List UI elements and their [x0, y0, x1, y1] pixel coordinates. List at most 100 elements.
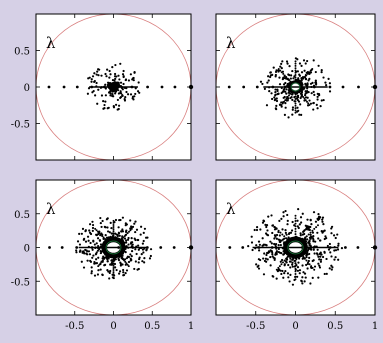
eigenvalue-point: [305, 74, 308, 77]
eigenvalue-point: [284, 209, 287, 213]
eigenvalue-point: [118, 78, 121, 81]
eigenvalue-point: [309, 82, 313, 85]
eigenvalue-point: [117, 226, 120, 229]
eigenvalue-point: [316, 95, 319, 98]
eigenvalue-point: [132, 98, 135, 101]
eigenvalue-point: [309, 69, 312, 72]
eigenvalue-point: [333, 258, 336, 261]
x-tick-label: 0.5: [327, 321, 343, 332]
eigenvalue-point: [305, 263, 308, 267]
eigenvalue-point: [242, 85, 246, 89]
eigenvalue-point: [286, 62, 289, 65]
eigenvalue-point: [112, 226, 115, 229]
eigenvalue-point: [108, 277, 111, 280]
eigenvalue-point: [277, 250, 280, 254]
eigenvalue-point: [336, 248, 340, 251]
eigenvalue-point: [272, 224, 275, 227]
eigenvalue-point: [134, 92, 137, 96]
eigenvalue-point: [109, 263, 112, 266]
eigenvalue-point: [262, 219, 265, 222]
eigenvalue-point: [95, 73, 98, 76]
eigenvalue-point: [283, 74, 286, 77]
eigenvalue-point: [294, 69, 297, 72]
eigenvalue-point: [300, 79, 303, 82]
eigenvalue-point: [87, 245, 90, 249]
eigenvalue-point: [294, 60, 297, 63]
eigenvalue-point: [330, 268, 333, 271]
eigenvalue-point: [99, 221, 102, 225]
eigenvalue-point: [108, 91, 111, 94]
eigenvalue-point: [262, 257, 265, 260]
eigenvalue-point: [129, 227, 132, 230]
eigenvalue-point: [280, 91, 283, 95]
eigenvalue-point: [315, 103, 318, 106]
eigenvalue-point: [107, 270, 110, 273]
eigenvalue-point: [75, 251, 78, 254]
eigenvalue-point: [294, 214, 297, 217]
eigenvalue-point: [281, 261, 284, 264]
eigenvalue-point: [296, 106, 299, 109]
eigenvalue-point: [124, 260, 127, 263]
eigenvalue-point: [124, 96, 127, 99]
eigenvalue-point: [301, 94, 304, 97]
eigenvalue-point: [279, 231, 282, 234]
eigenvalue-point: [304, 82, 307, 85]
eigenvalue-point: [95, 229, 98, 232]
eigenvalue-point: [103, 225, 106, 228]
eigenvalue-point: [122, 236, 125, 239]
eigenvalue-point: [314, 220, 318, 223]
eigenvalue-point: [127, 79, 131, 82]
eigenvalue-point: [99, 249, 102, 253]
eigenvalue-point: [106, 68, 109, 71]
eigenvalue-point: [312, 90, 315, 93]
eigenvalue-point: [307, 102, 310, 105]
eigenvalue-point: [330, 264, 333, 267]
eigenvalue-point: [313, 252, 316, 255]
eigenvalue-point: [274, 107, 277, 110]
y-tick-label: 0: [24, 83, 30, 94]
eigenvalue-point: [317, 276, 320, 279]
eigenvalue-point: [120, 92, 123, 95]
eigenvalue-point: [114, 92, 117, 95]
eigenvalue-point: [279, 269, 282, 272]
eigenvalue-point: [138, 91, 141, 94]
eigenvalue-point: [301, 276, 304, 279]
eigenvalue-point: [267, 75, 270, 78]
eigenvalue-point: [294, 259, 297, 262]
eigenvalue-point: [103, 107, 106, 110]
eigenvalue-point: [255, 263, 258, 266]
eigenvalue-point: [303, 93, 307, 97]
eigenvalue-point: [99, 216, 102, 220]
eigenvalue-point: [337, 244, 340, 247]
eigenvalue-point: [123, 237, 127, 240]
eigenvalue-point: [301, 264, 304, 267]
eigenvalue-point: [299, 232, 302, 235]
x-tick-label: 1: [372, 321, 378, 332]
eigenvalue-point: [142, 239, 145, 243]
eigenvalue-point: [291, 108, 294, 111]
eigenvalue-point: [284, 229, 287, 232]
eigenvalue-point: [81, 227, 85, 231]
eigenvalue-point: [319, 260, 323, 263]
eigenvalue-point: [291, 69, 294, 73]
lambda-label: λ: [46, 34, 56, 52]
eigenvalue-point: [127, 265, 130, 268]
eigenvalue-point: [309, 231, 312, 234]
eigenvalue-point: [330, 225, 334, 228]
eigenvalue-point: [125, 233, 128, 236]
eigenvalue-point: [79, 249, 82, 252]
eigenvalue-point: [327, 248, 331, 251]
eigenvalue-point: [125, 241, 128, 244]
eigenvalue-point: [305, 100, 308, 103]
eigenvalue-point: [307, 233, 310, 236]
eigenvalue-point: [294, 227, 297, 230]
eigenvalue-point: [114, 218, 118, 222]
eigenvalue-point: [129, 257, 132, 260]
eigenvalue-point: [317, 215, 321, 218]
eigenvalue-point: [317, 92, 321, 96]
eigenvalue-point: [257, 249, 261, 252]
eigenvalue-point: [304, 77, 308, 80]
eigenvalue-point: [113, 75, 117, 78]
eigenvalue-point: [308, 103, 311, 106]
eigenvalue-point: [286, 223, 289, 226]
